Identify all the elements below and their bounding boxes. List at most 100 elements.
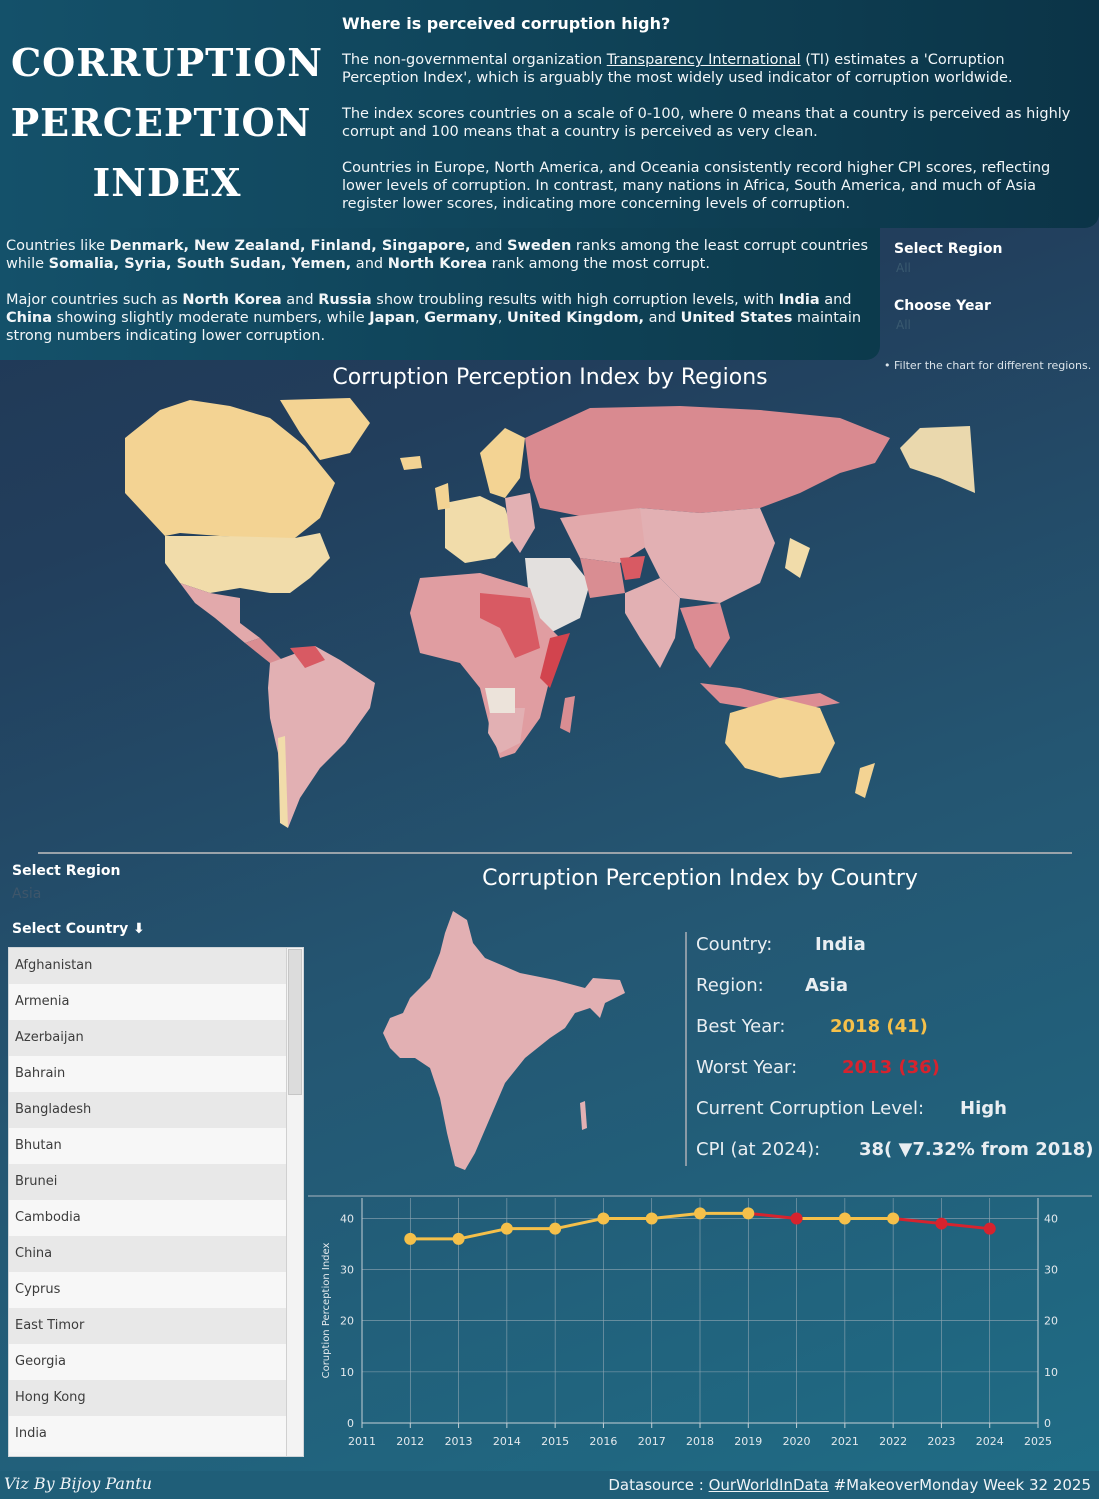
- data-point[interactable]: [549, 1222, 562, 1235]
- x-tick-label: 2018: [686, 1435, 714, 1448]
- map-china: [640, 508, 775, 603]
- data-point[interactable]: [404, 1232, 417, 1245]
- scrollbar-thumb[interactable]: [288, 949, 302, 1095]
- intro-paragraph-2: The index scores countries on a scale of…: [342, 106, 1071, 140]
- info-cpi-value: 38( ▼7.32% from 2018): [859, 1139, 1094, 1160]
- country-list-item[interactable]: India: [9, 1416, 303, 1452]
- country-list-item[interactable]: Bhutan: [9, 1128, 303, 1164]
- series-segment: [458, 1227, 508, 1241]
- country-list[interactable]: Afghanistan Armenia Azerbaijan Bahrain Bangl…: [8, 947, 304, 1457]
- datasource: Datasource : OurWorldInData #MakeoverMon…: [608, 1476, 1091, 1494]
- year-filter-select[interactable]: All: [896, 318, 911, 332]
- x-tick-label: 2014: [493, 1435, 521, 1448]
- info-best-label: Best Year:: [696, 1016, 786, 1037]
- map-somalia: [540, 633, 570, 688]
- page-title-line-2: PERCEPTION: [10, 100, 312, 145]
- y-tick-label-left: 0: [347, 1417, 354, 1430]
- x-tick-label: 2025: [1024, 1435, 1052, 1448]
- transparency-international-link[interactable]: Transparency International: [606, 52, 801, 68]
- map-iran: [580, 558, 625, 598]
- map-japan: [785, 538, 810, 578]
- country-list-scrollbar[interactable]: [286, 948, 303, 1456]
- datasource-link[interactable]: OurWorldInData: [708, 1476, 829, 1494]
- country-list-item[interactable]: Bahrain: [9, 1056, 303, 1092]
- data-point[interactable]: [452, 1232, 465, 1245]
- map-new-zealand: [855, 763, 875, 798]
- y-tick-label-right: 20: [1044, 1315, 1058, 1328]
- country-list-item[interactable]: Georgia: [9, 1344, 303, 1380]
- info-country-row: Country: India: [696, 924, 1096, 965]
- x-tick-label: 2013: [445, 1435, 473, 1448]
- intro-heading: Where is perceived corruption high?: [342, 14, 671, 33]
- country-list-item[interactable]: Hong Kong: [9, 1380, 303, 1416]
- country-list-item[interactable]: Azerbaijan: [9, 1020, 303, 1056]
- x-tick-label: 2021: [831, 1435, 859, 1448]
- data-point[interactable]: [694, 1207, 706, 1220]
- region-filter-select[interactable]: All: [896, 261, 911, 275]
- page-title-line-1: CORRUPTION: [10, 40, 324, 85]
- y-tick-label-left: 20: [340, 1315, 354, 1328]
- info-best-row: Best Year: 2018 (41): [696, 1006, 1096, 1047]
- info-worst-row: Worst Year: 2013 (36): [696, 1047, 1096, 1088]
- data-point[interactable]: [742, 1207, 755, 1220]
- india-map: [383, 911, 625, 1170]
- x-tick-label: 2019: [734, 1435, 762, 1448]
- data-point[interactable]: [935, 1217, 948, 1230]
- map-namibia-botswana: [485, 688, 515, 713]
- data-point[interactable]: [887, 1212, 900, 1225]
- info-level-label: Current Corruption Level:: [696, 1098, 925, 1119]
- data-point[interactable]: [597, 1212, 610, 1225]
- country-list-item[interactable]: Cambodia: [9, 1200, 303, 1236]
- map-western-europe: [445, 496, 515, 563]
- x-tick-label: 2023: [927, 1435, 955, 1448]
- x-tick-label: 2024: [976, 1435, 1004, 1448]
- map-canada: [125, 400, 335, 538]
- map-central-asia: [560, 508, 660, 563]
- map-afghanistan: [620, 556, 645, 580]
- series-segment: [941, 1222, 990, 1231]
- header-panel: [0, 0, 1099, 228]
- country-list-item[interactable]: Brunei: [9, 1164, 303, 1200]
- country-list-item[interactable]: Armenia: [9, 984, 303, 1020]
- map-libya-sudan: [480, 593, 540, 658]
- data-point[interactable]: [500, 1222, 513, 1235]
- country-section-title: Corruption Perception Index by Country: [482, 866, 918, 891]
- map-alaska: [900, 426, 975, 493]
- data-point[interactable]: [790, 1212, 803, 1225]
- map-venezuela: [290, 646, 325, 668]
- info-region-value: Asia: [805, 975, 848, 996]
- country-list-item[interactable]: Bangladesh: [9, 1092, 303, 1128]
- data-point[interactable]: [838, 1212, 851, 1225]
- intro-paragraph-5: Major countries such as North Korea and …: [6, 292, 862, 344]
- info-level-row: Current Corruption Level: High: [696, 1088, 1096, 1129]
- intro-paragraph-1: The non-governmental organization Transp…: [342, 52, 1013, 86]
- x-tick-label: 2015: [541, 1435, 569, 1448]
- y-tick-label-left: 10: [340, 1366, 354, 1379]
- country-region-filter-select[interactable]: Asia: [12, 886, 42, 902]
- select-country-label: Select Country ⬇: [12, 921, 145, 937]
- data-point[interactable]: [983, 1222, 996, 1235]
- year-filter-label: Choose Year: [894, 298, 991, 314]
- map-south-america: [268, 646, 375, 828]
- info-country-value: India: [815, 934, 866, 955]
- x-tick-label: 2017: [638, 1435, 666, 1448]
- map-scandinavia: [480, 428, 525, 498]
- country-list-item[interactable]: Cyprus: [9, 1272, 303, 1308]
- info-worst-value: 2013 (36): [842, 1057, 940, 1078]
- x-tick-label: 2020: [783, 1435, 811, 1448]
- y-tick-label-right: 40: [1044, 1212, 1058, 1225]
- country-list-item[interactable]: China: [9, 1236, 303, 1272]
- country-list-item[interactable]: Afghanistan: [9, 948, 303, 984]
- country-list-item[interactable]: East Timor: [9, 1308, 303, 1344]
- series-segment: [748, 1211, 797, 1220]
- series-segment: [892, 1216, 942, 1226]
- world-map[interactable]: [120, 398, 980, 833]
- viz-credit: Viz By Bijoy Pantu: [4, 1474, 153, 1493]
- y-axis-title: Coruption Perception Index: [321, 1243, 332, 1379]
- filter-note: • Filter the chart for different regions…: [884, 359, 1092, 372]
- region-filter-label: Select Region: [894, 241, 1003, 257]
- country-region-filter-label: Select Region: [12, 863, 121, 879]
- data-point[interactable]: [645, 1212, 658, 1225]
- y-tick-label-left: 40: [340, 1212, 354, 1225]
